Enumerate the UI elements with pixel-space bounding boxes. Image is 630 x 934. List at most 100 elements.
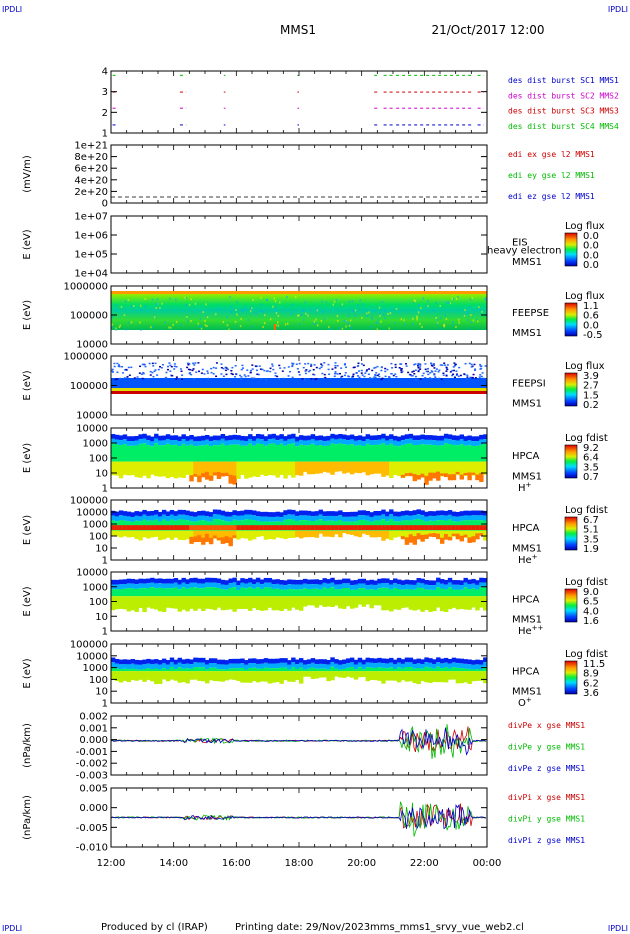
- spec-cell: [138, 578, 143, 584]
- spec-cell: [326, 579, 331, 584]
- feepse-speck: [139, 304, 142, 307]
- spec-cell: [302, 440, 308, 446]
- spec-cell: [334, 530, 339, 535]
- feepse-speck: [464, 309, 466, 312]
- spec-cell: [118, 579, 124, 585]
- spec-cell: [353, 440, 359, 446]
- spec-cell: [475, 664, 480, 670]
- spec-cell: [287, 530, 292, 539]
- spec-cell: [443, 443, 449, 462]
- spec-cell: [416, 578, 421, 583]
- spec-cell: [357, 461, 363, 474]
- y-tick-label: 1e+04: [74, 269, 108, 280]
- spec-cell: [424, 475, 429, 485]
- feepsi-speck: [173, 368, 176, 370]
- spec-cell: [373, 530, 378, 538]
- y-tick-label: 1e+05: [74, 250, 108, 261]
- spec-cell: [161, 658, 167, 664]
- spec-cell: [338, 510, 343, 516]
- spec-cell: [299, 444, 304, 462]
- feepsi-speck: [173, 363, 176, 365]
- spec-cell: [142, 596, 147, 613]
- spec-cell: [424, 525, 429, 530]
- spec-cell: [150, 659, 155, 665]
- spec-cell: [447, 443, 453, 462]
- spec-cell: [158, 511, 163, 517]
- spec-cell: [381, 530, 386, 541]
- spec-cell: [197, 583, 202, 589]
- spec-cell: [236, 435, 241, 440]
- spec-cell: [201, 525, 206, 530]
- feepsi-speck: [126, 376, 129, 378]
- spec-cell: [443, 433, 449, 439]
- spec-cell: [314, 530, 320, 538]
- spec-cell: [271, 663, 276, 669]
- spec-cell: [310, 443, 316, 462]
- spec-cell: [326, 515, 331, 521]
- feepse-speck: [249, 306, 252, 309]
- feepse-speck: [443, 323, 446, 326]
- spec-cell: [467, 445, 472, 462]
- spec-cell: [130, 525, 135, 530]
- feepsi-speck: [470, 366, 473, 368]
- spec-cell: [146, 461, 151, 479]
- spec-cell: [193, 446, 198, 462]
- spec-cell: [138, 596, 143, 608]
- spec-cell: [158, 530, 163, 541]
- feepse-speck: [197, 322, 200, 325]
- feepsi-speck: [380, 369, 383, 372]
- spec-cell: [310, 434, 316, 439]
- spec-cell: [291, 662, 296, 667]
- feepse-speck: [124, 300, 127, 303]
- spec-cell: [197, 671, 202, 681]
- spec-cell: [216, 445, 222, 462]
- feepsi-speck: [278, 364, 281, 367]
- spec-cell: [381, 519, 386, 531]
- spec-cell: [111, 515, 116, 521]
- feepsi-speck: [200, 372, 203, 374]
- feepse-speck: [115, 328, 117, 331]
- spec-cell: [169, 525, 175, 530]
- spec-cell: [322, 461, 327, 472]
- y-tick-label: -0.002: [76, 759, 108, 770]
- feepsi-speck: [127, 366, 130, 369]
- instrument-label-sc: MMS1: [512, 615, 542, 626]
- feepsi-speck: [289, 370, 292, 373]
- spec-cell: [393, 583, 398, 588]
- spec-cell: [400, 435, 406, 441]
- spec-cell: [443, 533, 449, 540]
- spec-cell: [365, 667, 370, 672]
- spec-cell: [412, 445, 417, 462]
- spec-cell: [295, 525, 300, 530]
- feepse-speck: [249, 310, 252, 313]
- spec-cell: [420, 596, 425, 612]
- spec-cell: [201, 515, 206, 521]
- spec-cell: [432, 659, 437, 664]
- spec-cell: [436, 662, 441, 667]
- feepse-speck: [451, 297, 453, 300]
- feepsi-speck: [341, 375, 344, 378]
- spec-cell: [455, 584, 461, 590]
- spec-cell: [216, 530, 222, 541]
- spec-cell: [122, 659, 128, 665]
- spec-cell: [118, 444, 124, 462]
- spec-cell: [189, 671, 194, 680]
- spec-cell: [299, 584, 304, 590]
- spec-cell: [150, 596, 155, 609]
- spec-cell: [224, 525, 229, 530]
- feepsi-speck: [305, 369, 308, 371]
- spec-cell: [389, 525, 394, 530]
- y-tick-label: 0: [102, 199, 108, 210]
- spec-cell: [404, 461, 410, 477]
- y-tick-label: 0.002: [79, 712, 108, 723]
- feepsi-speck: [336, 373, 339, 375]
- spec-cell: [291, 671, 296, 682]
- spec-cell: [283, 589, 288, 597]
- spec-cell: [338, 664, 343, 670]
- feepse-speck: [452, 324, 454, 327]
- y-tick-label: 6e+20: [74, 164, 108, 175]
- spec-cell: [349, 580, 355, 586]
- spec-cell: [267, 658, 273, 664]
- spec-cell: [373, 596, 378, 606]
